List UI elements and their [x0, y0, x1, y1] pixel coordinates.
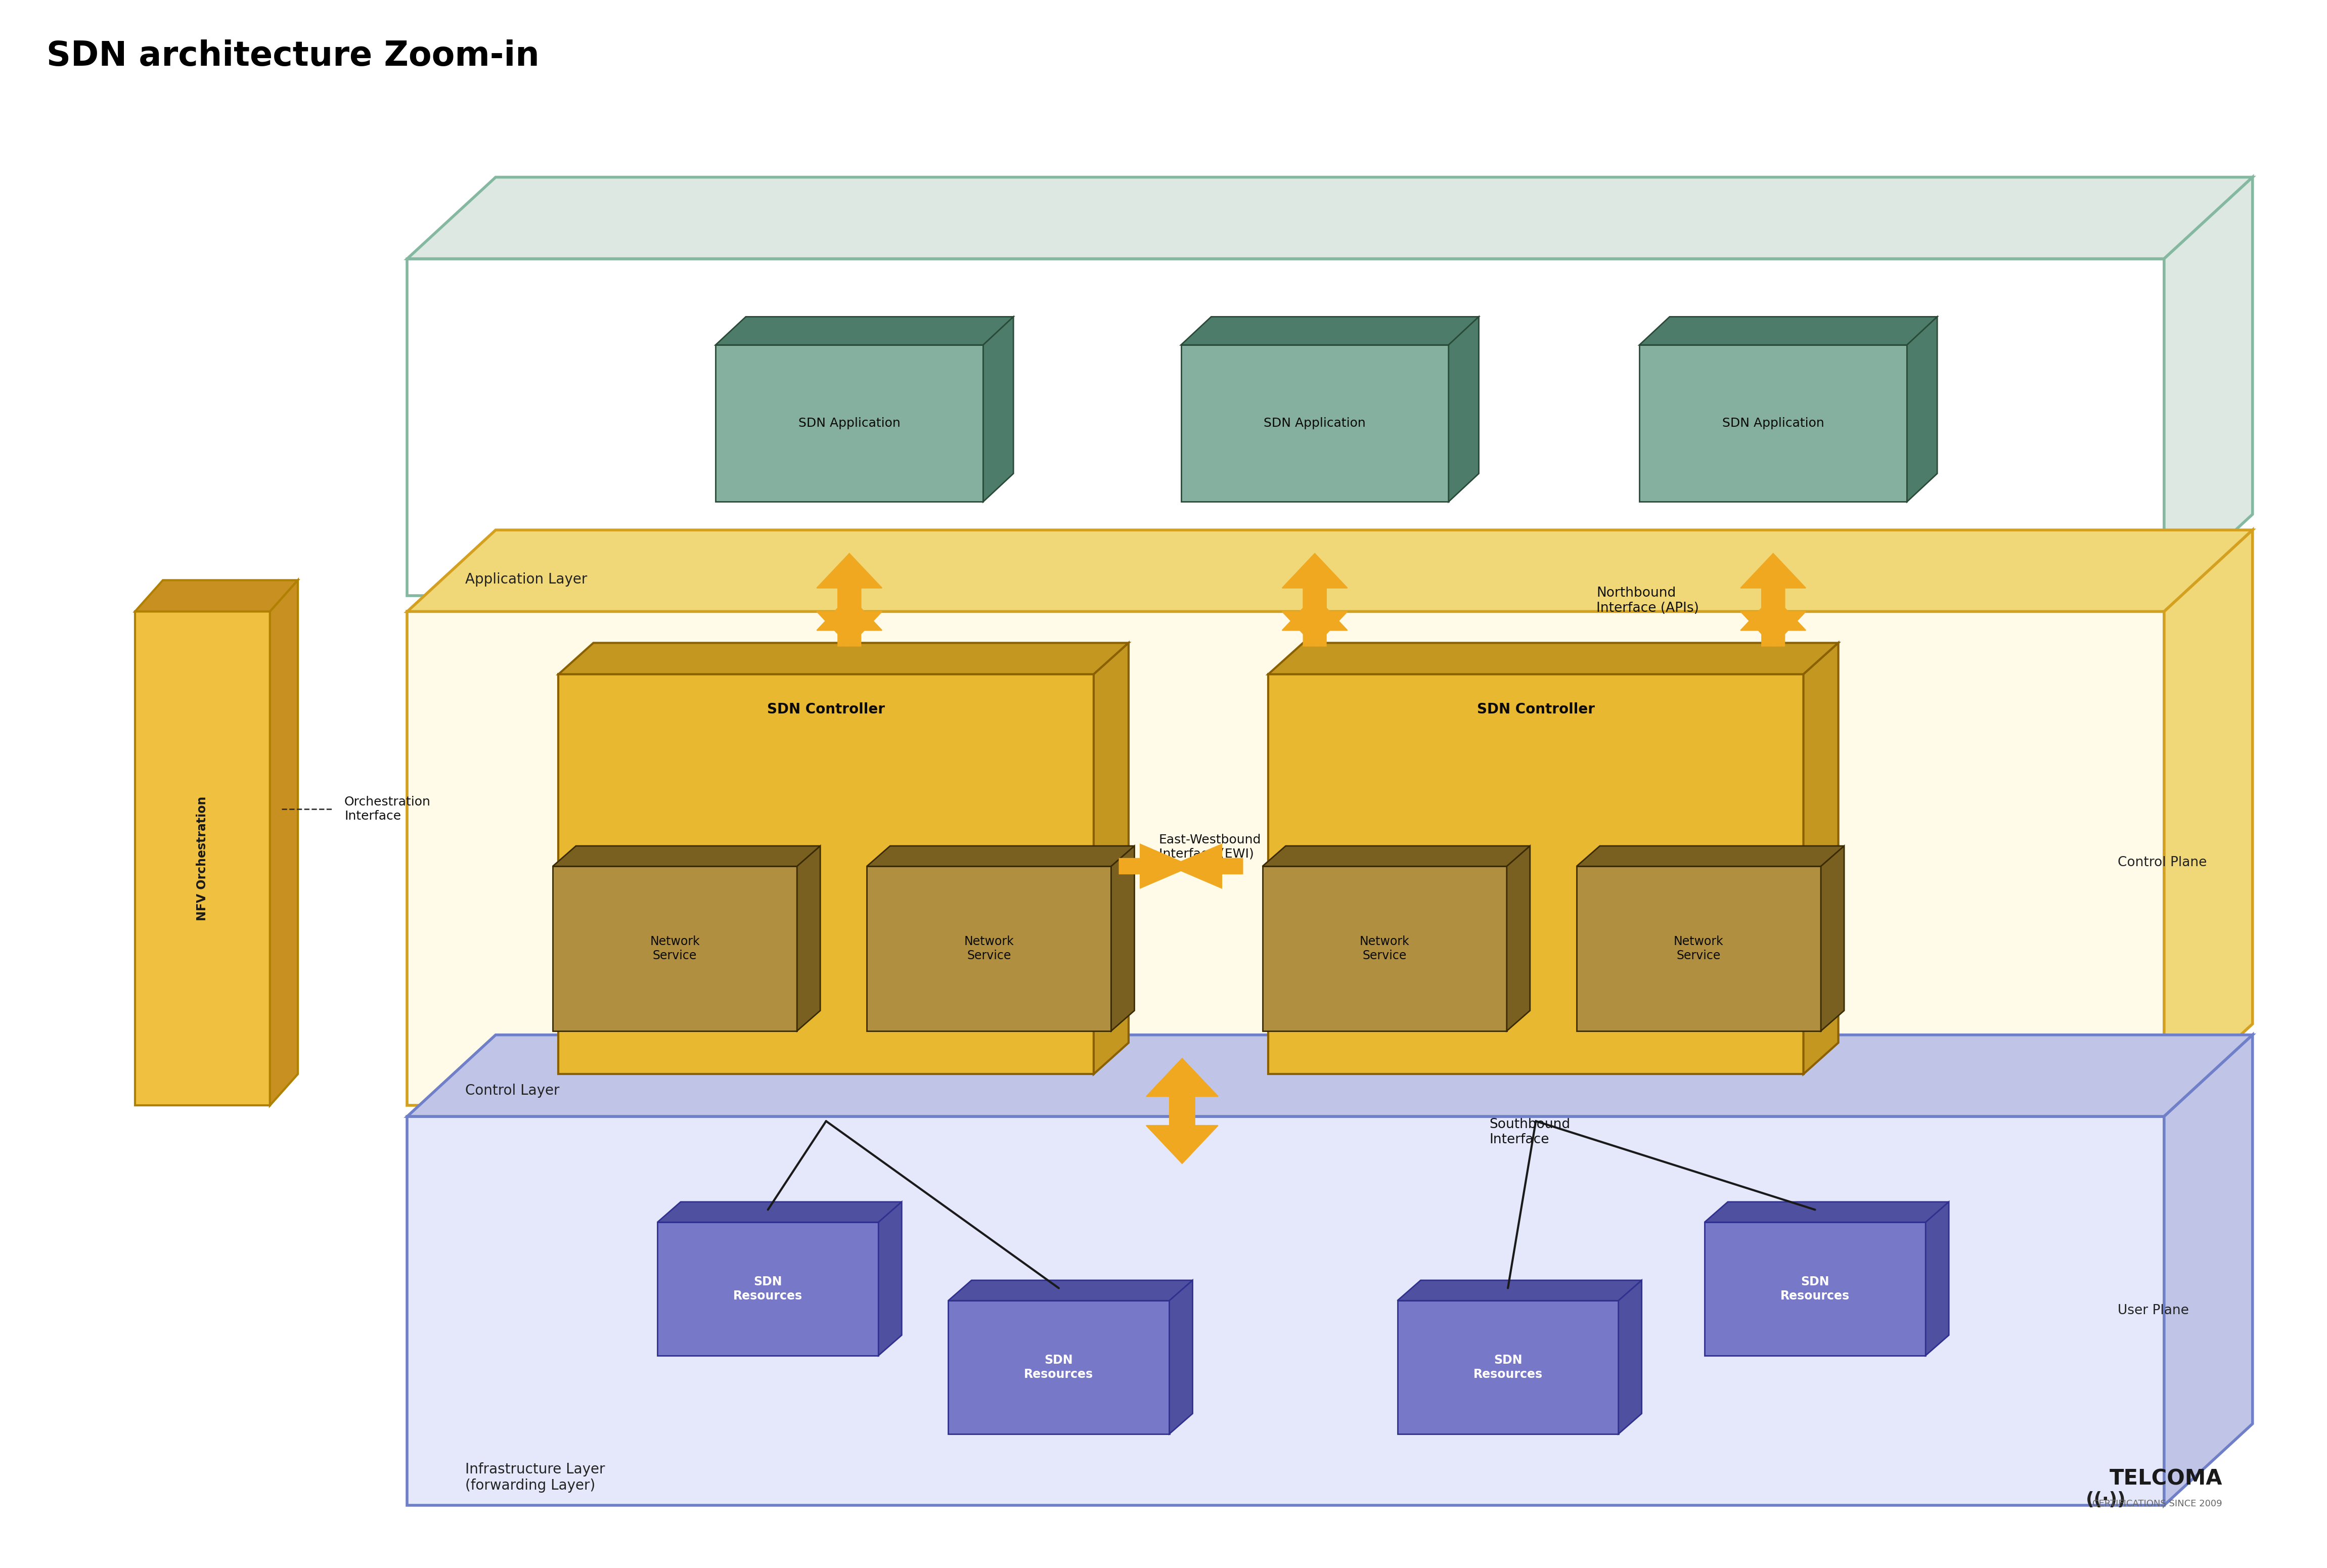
Polygon shape: [656, 1223, 880, 1355]
Polygon shape: [407, 612, 2164, 1105]
Polygon shape: [866, 847, 1133, 866]
Polygon shape: [551, 847, 819, 866]
Polygon shape: [1094, 643, 1129, 1074]
Text: SDN Controller: SDN Controller: [768, 702, 884, 717]
Text: Control Plane: Control Plane: [2118, 856, 2206, 869]
Text: SDN Application: SDN Application: [798, 417, 901, 430]
FancyArrow shape: [1741, 588, 1806, 646]
FancyArrow shape: [817, 588, 882, 646]
Polygon shape: [1110, 847, 1133, 1032]
Text: ((·)): ((·)): [2085, 1491, 2127, 1508]
Text: SDN Application: SDN Application: [1264, 417, 1366, 430]
Polygon shape: [1703, 1223, 1924, 1355]
Polygon shape: [270, 580, 298, 1105]
Text: SDN architecture Zoom-in: SDN architecture Zoom-in: [47, 39, 540, 72]
Text: SDN Application: SDN Application: [1722, 417, 1824, 430]
Polygon shape: [1261, 866, 1506, 1032]
Polygon shape: [558, 643, 1129, 674]
FancyArrow shape: [1741, 596, 1806, 646]
Polygon shape: [1924, 1201, 1948, 1355]
Polygon shape: [1396, 1279, 1641, 1301]
Polygon shape: [407, 259, 2164, 596]
FancyArrow shape: [1147, 1093, 1217, 1163]
Polygon shape: [1638, 345, 1906, 502]
Text: SDN
Resources: SDN Resources: [1473, 1355, 1543, 1380]
Polygon shape: [1396, 1301, 1617, 1433]
Polygon shape: [135, 612, 270, 1105]
Text: Network
Service: Network Service: [1359, 936, 1410, 961]
FancyArrow shape: [1119, 844, 1191, 887]
Text: TELCOMA: TELCOMA: [2108, 1468, 2222, 1490]
Polygon shape: [1180, 317, 1478, 345]
Polygon shape: [2164, 1035, 2253, 1505]
Polygon shape: [949, 1279, 1191, 1301]
Polygon shape: [1703, 1201, 1948, 1223]
Polygon shape: [1820, 847, 1843, 1032]
Polygon shape: [1268, 643, 1838, 674]
Text: Northbound
Interface (APIs): Northbound Interface (APIs): [1596, 586, 1699, 615]
Polygon shape: [1168, 1279, 1191, 1433]
Polygon shape: [407, 1035, 2253, 1116]
Text: Southbound
Interface: Southbound Interface: [1489, 1118, 1571, 1146]
FancyArrow shape: [1282, 588, 1347, 646]
Text: CERTIFICATIONS SINCE 2009: CERTIFICATIONS SINCE 2009: [2092, 1499, 2222, 1508]
Text: Orchestration
Interface: Orchestration Interface: [344, 797, 430, 822]
Text: East-Westbound
Interface (EWI): East-Westbound Interface (EWI): [1159, 834, 1261, 859]
Polygon shape: [1268, 674, 1803, 1074]
Text: Control Layer: Control Layer: [465, 1083, 561, 1098]
Polygon shape: [407, 1116, 2164, 1505]
Text: SDN Controller: SDN Controller: [1478, 702, 1594, 717]
FancyArrow shape: [1147, 1058, 1217, 1129]
Text: Application Layer: Application Layer: [465, 572, 586, 586]
FancyArrow shape: [1282, 596, 1347, 646]
Polygon shape: [1803, 643, 1838, 1074]
FancyArrow shape: [1282, 554, 1347, 612]
Polygon shape: [880, 1201, 903, 1355]
Polygon shape: [407, 530, 2253, 612]
Polygon shape: [1447, 317, 1478, 502]
Polygon shape: [1261, 847, 1529, 866]
Polygon shape: [1617, 1279, 1641, 1433]
Polygon shape: [717, 345, 982, 502]
Polygon shape: [407, 177, 2253, 259]
Text: SDN
Resources: SDN Resources: [1780, 1276, 1850, 1301]
Text: Network
Service: Network Service: [1673, 936, 1724, 961]
Polygon shape: [1506, 847, 1529, 1032]
Polygon shape: [717, 317, 1012, 345]
Text: Network
Service: Network Service: [649, 936, 700, 961]
FancyArrow shape: [1170, 844, 1243, 887]
Polygon shape: [135, 580, 298, 612]
Text: NFV Orchestration: NFV Orchestration: [195, 797, 209, 920]
Text: User Plane: User Plane: [2118, 1305, 2190, 1317]
Polygon shape: [551, 866, 796, 1032]
Polygon shape: [656, 1201, 903, 1223]
Polygon shape: [558, 674, 1094, 1074]
Polygon shape: [1180, 345, 1447, 502]
Polygon shape: [2164, 530, 2253, 1105]
Text: Network
Service: Network Service: [963, 936, 1015, 961]
FancyArrow shape: [817, 554, 882, 612]
Polygon shape: [949, 1301, 1168, 1433]
Polygon shape: [866, 866, 1110, 1032]
Polygon shape: [1578, 847, 1843, 866]
Polygon shape: [2164, 177, 2253, 596]
Polygon shape: [1906, 317, 1936, 502]
Text: SDN
Resources: SDN Resources: [1024, 1355, 1094, 1380]
Polygon shape: [1638, 317, 1936, 345]
FancyArrow shape: [1741, 554, 1806, 612]
Text: Infrastructure Layer
(forwarding Layer): Infrastructure Layer (forwarding Layer): [465, 1463, 605, 1493]
Polygon shape: [796, 847, 819, 1032]
Polygon shape: [1578, 866, 1820, 1032]
Text: SDN
Resources: SDN Resources: [733, 1276, 803, 1301]
Polygon shape: [982, 317, 1012, 502]
FancyArrow shape: [817, 596, 882, 646]
